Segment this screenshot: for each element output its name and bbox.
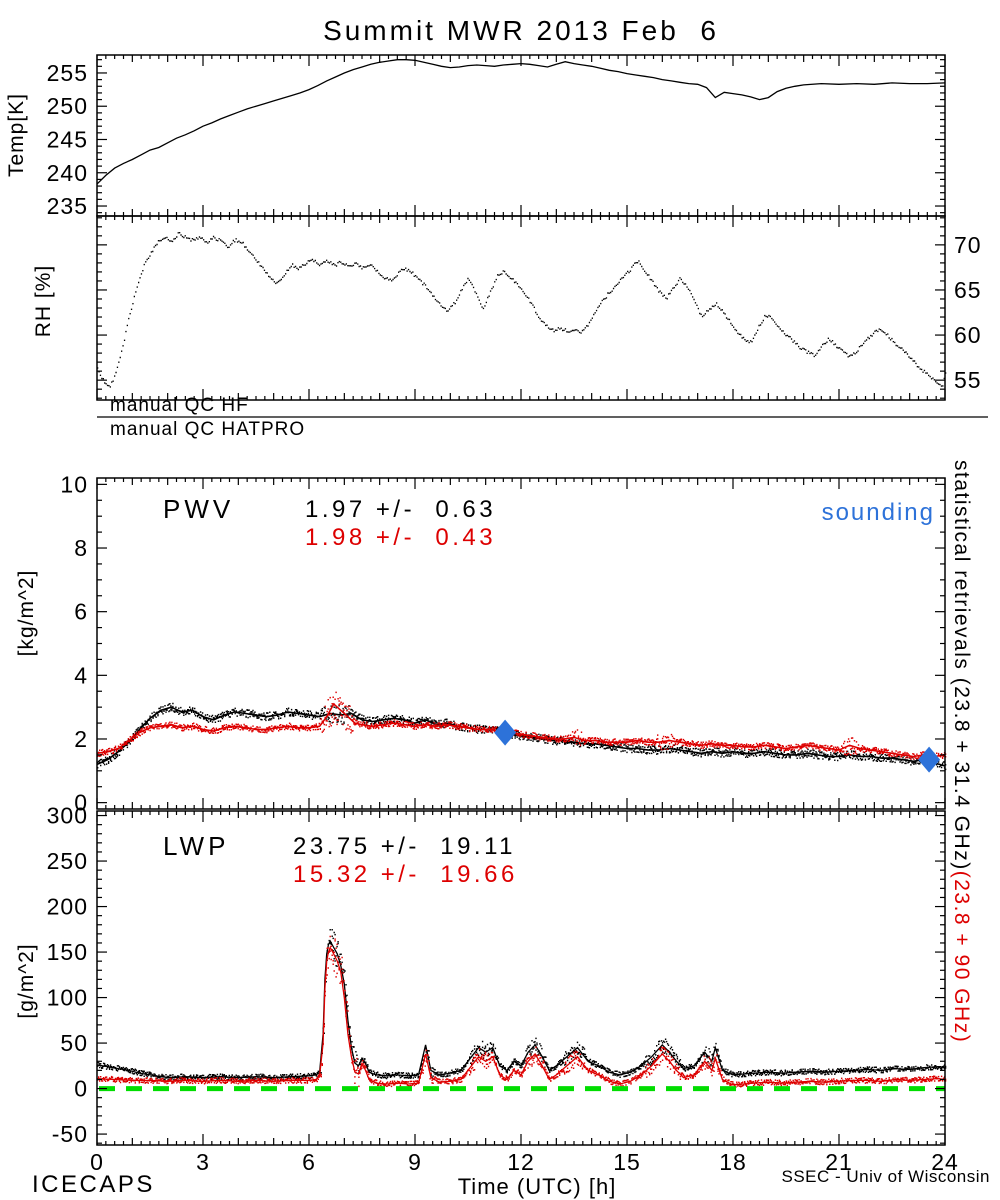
svg-text:60: 60 <box>954 322 982 348</box>
retrievals-90ghz-label: (23.8 + 90 GHz) <box>950 870 974 1044</box>
svg-text:0: 0 <box>90 1149 104 1175</box>
svg-text:4: 4 <box>74 662 88 688</box>
svg-text:50: 50 <box>60 1030 88 1056</box>
svg-text:200: 200 <box>47 894 88 920</box>
pwv-series-label: PWV <box>163 494 235 524</box>
sounding-legend-label: sounding <box>821 499 935 526</box>
svg-text:100: 100 <box>47 985 88 1011</box>
svg-text:300: 300 <box>47 803 88 829</box>
svg-text:250: 250 <box>47 93 88 119</box>
pwv-axis-label: [kg/m^2] <box>15 569 38 657</box>
svg-text:10: 10 <box>60 471 88 497</box>
svg-text:0: 0 <box>74 1076 88 1102</box>
svg-text:2: 2 <box>74 726 88 752</box>
svg-text:240: 240 <box>47 160 88 186</box>
lwp-axis-label: [g/m^2] <box>15 943 38 1019</box>
temp-axis-label: Temp[K] <box>5 92 28 178</box>
svg-text:21: 21 <box>825 1149 853 1175</box>
svg-text:6: 6 <box>302 1149 316 1175</box>
credit-label: SSEC - Univ of Wisconsin <box>781 1167 990 1186</box>
svg-text:8: 8 <box>74 535 88 561</box>
qc-hf-label: manual QC HF <box>110 395 249 416</box>
sounding-diamond-marker <box>918 746 941 773</box>
rh-axis-label: RH [%] <box>32 264 55 338</box>
pwv-stats-hatpro: 1.98 +/- 0.43 <box>305 524 497 551</box>
retrieval-frequency-sidebar-label: statistical retrievals (23.8 + 31.4 GHz)… <box>950 460 973 1043</box>
lwp-series-label: LWP <box>163 831 230 861</box>
chart-title: Summit MWR 2013 Feb 6 <box>323 15 719 46</box>
svg-text:18: 18 <box>719 1149 747 1175</box>
svg-text:235: 235 <box>47 193 88 219</box>
svg-text:-50: -50 <box>52 1121 88 1147</box>
svg-text:12: 12 <box>507 1149 535 1175</box>
svg-text:255: 255 <box>47 60 88 86</box>
svg-text:24: 24 <box>931 1149 959 1175</box>
svg-text:9: 9 <box>408 1149 422 1175</box>
pwv-stats-hf: 1.97 +/- 0.63 <box>305 496 497 523</box>
sounding-diamond-marker <box>494 719 517 746</box>
svg-text:150: 150 <box>47 939 88 965</box>
svg-text:245: 245 <box>47 126 88 152</box>
lwp-stats-hf: 23.75 +/- 19.11 <box>293 833 517 860</box>
svg-text:6: 6 <box>74 599 88 625</box>
svg-text:55: 55 <box>954 367 982 393</box>
retrievals-31ghz-label: statistical retrievals (23.8 + 31.4 GHz) <box>950 460 974 871</box>
qc-hatpro-label: manual QC HATPRO <box>110 419 306 440</box>
svg-text:3: 3 <box>196 1149 210 1175</box>
xaxis-title: Time (UTC) [h] <box>457 1174 617 1199</box>
svg-text:15: 15 <box>613 1149 641 1175</box>
lwp-stats-hatpro: 15.32 +/- 19.66 <box>293 861 518 888</box>
svg-text:70: 70 <box>954 232 982 258</box>
svg-text:65: 65 <box>954 277 982 303</box>
svg-text:250: 250 <box>47 848 88 874</box>
icecaps-label: ICECAPS <box>32 1171 155 1198</box>
svg-text:0: 0 <box>74 790 88 816</box>
